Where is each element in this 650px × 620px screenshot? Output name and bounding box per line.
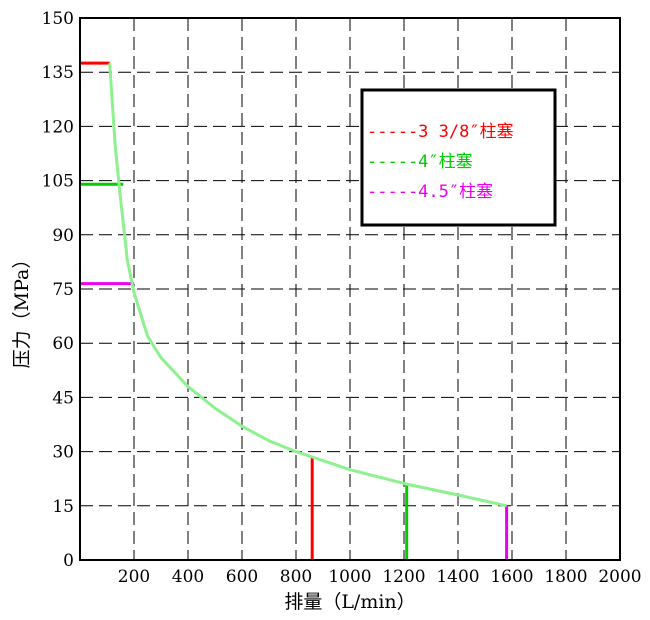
y-tick-label: 30	[52, 443, 74, 463]
x-tick-label: 1000	[328, 567, 371, 587]
legend-entry: -----4.5″柱塞	[367, 182, 493, 202]
y-axis-label: 压力（MPa）	[11, 250, 33, 369]
y-tick-label: 105	[42, 172, 74, 192]
y-tick-label: 120	[42, 117, 74, 137]
y-tick-label: 75	[52, 280, 74, 300]
x-tick-label: 2000	[598, 567, 641, 587]
legend-entry: -----3 3/8″柱塞	[367, 122, 514, 142]
x-tick-label: 400	[172, 567, 204, 587]
plot-frame	[79, 17, 621, 561]
pressure-flow-curve	[108, 63, 507, 508]
x-tick-labels: 200 400 600 800 1000 1200 1400 1600 1800 2000	[118, 567, 642, 587]
y-tick-label: 60	[52, 334, 74, 354]
legend-box	[360, 88, 557, 227]
x-tick-label: 1200	[382, 567, 425, 587]
y-tick-label: 45	[52, 388, 74, 408]
x-tick-label: 800	[280, 567, 312, 587]
x-tick-label: 600	[226, 567, 258, 587]
y-tick-label: 90	[52, 226, 74, 246]
x-tick-label: 1400	[436, 567, 479, 587]
x-axis-label: 排量（L/min）	[284, 591, 415, 613]
series-layer	[108, 63, 507, 508]
legend: -----3 3/8″柱塞 -----4″柱塞 -----4.5″柱塞	[360, 88, 557, 227]
y-tick-label: 0	[63, 551, 74, 571]
x-tick-label: 200	[118, 567, 150, 587]
plunger-marker-lines	[80, 61, 509, 560]
x-tick-label: 1600	[490, 567, 533, 587]
y-tick-label: 150	[42, 9, 74, 29]
y-tick-label: 135	[42, 63, 74, 83]
legend-entry: -----4″柱塞	[367, 152, 473, 172]
y-tick-label: 15	[52, 497, 74, 517]
y-tick-labels: 0 15 30 45 60 75 90 105 120 135 150	[42, 9, 74, 571]
x-tick-label: 1800	[544, 567, 587, 587]
